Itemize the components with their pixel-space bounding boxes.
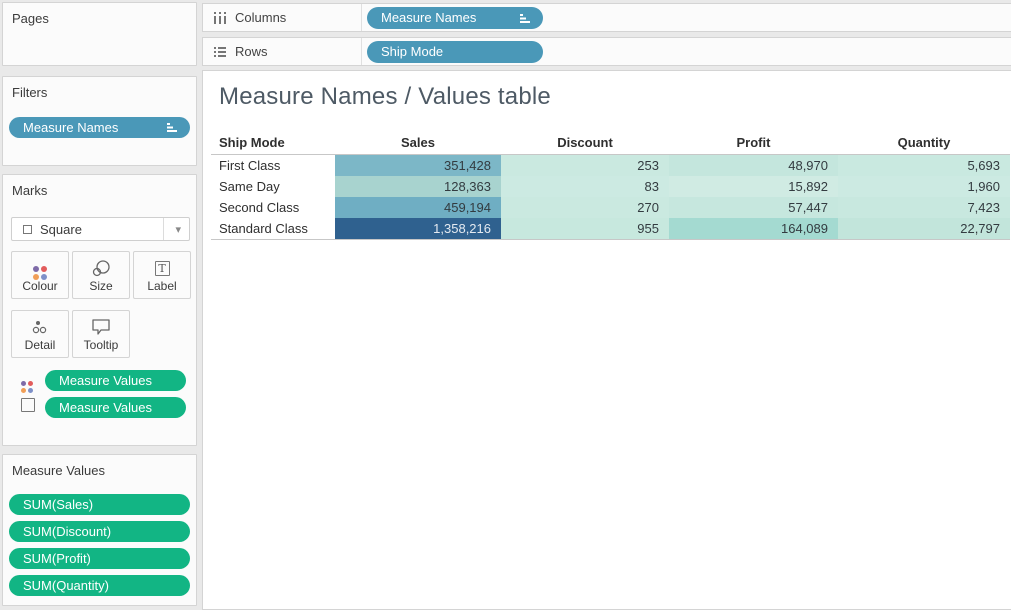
marks-card: Marks Square ▾ Colour Size T [2,174,197,446]
table-cell[interactable]: 253 [501,155,669,176]
table-row: Standard Class 1,358,216 955 164,089 22,… [211,218,1010,240]
label-button[interactable]: T Label [133,251,191,299]
filter-pill-label: Measure Names [23,120,119,135]
pill-label: SUM(Quantity) [23,578,109,593]
measure-values-card: Measure Values SUM(Sales) SUM(Discount) … [2,454,197,606]
table-cell[interactable]: 128,363 [335,176,501,197]
measure-values-card-title: Measure Values [12,463,105,478]
tooltip-button[interactable]: Tooltip [72,310,130,358]
column-header-sales[interactable]: Sales [401,135,435,150]
size-button-label: Size [89,279,113,293]
table-cell[interactable]: 459,194 [335,197,501,218]
table-cell[interactable]: 22,797 [838,218,1010,239]
filters-card-title: Filters [12,85,48,100]
columns-shelf[interactable]: Columns Measure Names [202,3,1011,32]
pill-label: SUM(Discount) [23,524,112,539]
pill-label: SUM(Profit) [23,551,91,566]
row-header-same-day[interactable]: Same Day [219,179,280,194]
text-label-icon[interactable] [21,398,35,417]
worksheet-view: Measure Names / Values table Ship Mode S… [202,70,1011,610]
row-header-first-class[interactable]: First Class [219,158,281,173]
table-header-row: Ship Mode Sales Discount Profit Quantity [211,132,1010,155]
measure-values-pill-sales[interactable]: SUM(Sales) [9,494,190,515]
colour-button[interactable]: Colour [11,251,69,299]
table-cell[interactable]: 57,447 [669,197,838,218]
table-cell[interactable]: 1,358,216 [335,218,501,239]
mark-type-dropdown[interactable]: Square ▾ [11,217,190,241]
marks-pill-label: Measure Values [59,400,152,415]
table-cell[interactable]: 1,960 [838,176,1010,197]
rows-pill-ship-mode[interactable]: Ship Mode [367,41,543,63]
marks-pill-measure-values-label[interactable]: Measure Values [45,397,186,418]
columns-shelf-label: Columns [235,10,287,25]
table-cell[interactable]: 5,693 [838,155,1010,176]
column-header-ship-mode[interactable]: Ship Mode [219,135,285,150]
column-header-profit[interactable]: Profit [736,135,771,150]
square-glyph-icon [23,225,32,234]
filters-card: Filters Measure Names [2,76,197,166]
filter-pill-measure-names[interactable]: Measure Names [9,117,190,138]
row-header-standard-class[interactable]: Standard Class [219,221,308,236]
column-header-discount[interactable]: Discount [557,135,613,150]
columns-pill-measure-names[interactable]: Measure Names [367,7,543,29]
mark-type-caret-zone[interactable]: ▾ [163,218,189,240]
table-cell[interactable]: 164,089 [669,218,838,239]
text-label-icon: T [134,259,190,277]
pages-card: Pages [2,2,197,66]
marks-pill-label: Measure Values [59,373,152,388]
columns-pill-label: Measure Names [381,10,477,25]
size-circles-icon [73,259,129,277]
color-dots-icon[interactable] [21,373,33,393]
label-button-label: Label [147,279,177,293]
columns-icon [214,12,226,24]
marks-card-title: Marks [12,183,48,198]
sort-icon [167,123,177,132]
table-cell[interactable]: 955 [501,218,669,239]
colour-button-label: Colour [22,279,58,293]
detail-dots-icon [12,318,68,336]
rows-shelf-label: Rows [235,44,268,59]
color-dots-icon [12,259,68,280]
highlight-table: Ship Mode Sales Discount Profit Quantity… [211,132,1010,240]
column-header-quantity[interactable]: Quantity [897,135,951,150]
measure-values-pill-quantity[interactable]: SUM(Quantity) [9,575,190,596]
pages-card-title: Pages [12,11,49,26]
detail-button-label: Detail [24,338,56,352]
tooltip-bubble-icon [73,318,129,336]
measure-values-pill-profit[interactable]: SUM(Profit) [9,548,190,569]
rows-shelf[interactable]: Rows Ship Mode [202,37,1011,66]
sheet-title: Measure Names / Values table [219,83,551,110]
table-row: Same Day 128,363 83 15,892 1,960 [211,176,1010,197]
table-cell[interactable]: 48,970 [669,155,838,176]
table-row: Second Class 459,194 270 57,447 7,423 [211,197,1010,218]
row-header-second-class[interactable]: Second Class [219,200,300,215]
table-cell[interactable]: 83 [501,176,669,197]
tooltip-button-label: Tooltip [83,338,119,352]
detail-button[interactable]: Detail [11,310,69,358]
shelf-divider [361,38,362,65]
marks-pill-measure-values-colour[interactable]: Measure Values [45,370,186,391]
rows-icon [214,47,226,57]
table-cell[interactable]: 351,428 [335,155,501,176]
measure-values-pill-discount[interactable]: SUM(Discount) [9,521,190,542]
size-button[interactable]: Size [72,251,130,299]
table-cell[interactable]: 270 [501,197,669,218]
pill-label: SUM(Sales) [23,497,94,512]
chevron-down-icon: ▾ [175,224,181,236]
shelf-divider [361,4,362,31]
rows-pill-label: Ship Mode [381,44,444,59]
table-cell[interactable]: 15,892 [669,176,838,197]
mark-type-value: Square [40,222,82,237]
table-row: First Class 351,428 253 48,970 5,693 [211,155,1010,176]
sort-icon [520,14,530,23]
table-cell[interactable]: 7,423 [838,197,1010,218]
